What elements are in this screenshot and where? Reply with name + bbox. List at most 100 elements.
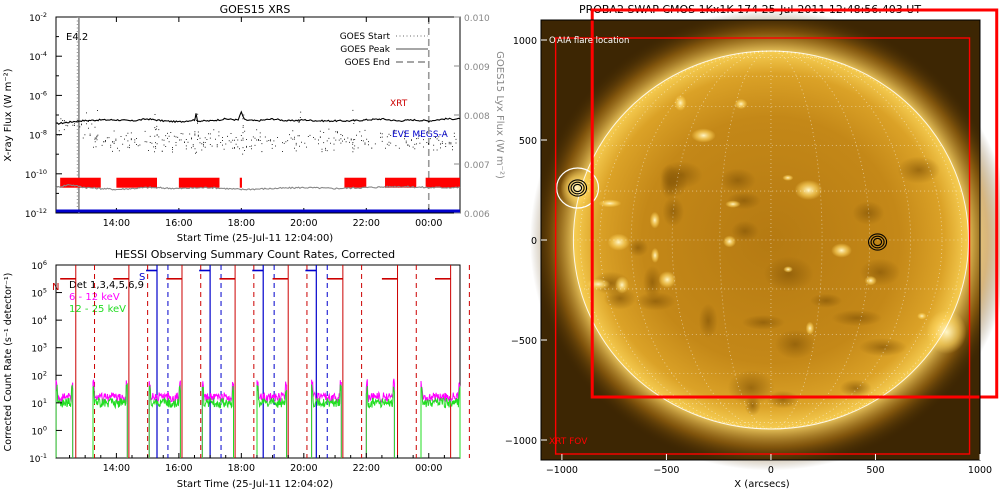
swap-dark-region [766, 390, 800, 409]
hessi-xtick-label: 14:00 [103, 463, 130, 474]
hessi-xlabel: Start Time (25-Jul-11 12:04:02) [177, 479, 334, 490]
swap-xrt-fov-label: XRT FOV [549, 437, 588, 447]
goes-xtick-label: 14:00 [103, 218, 130, 229]
swap-ytick-label: 0 [531, 236, 537, 247]
swap-east-limb-brightening [560, 170, 593, 206]
goes-legend-end: GOES End [345, 58, 390, 68]
swap-dark-region [719, 168, 756, 193]
hessi-xtick-label: 00:00 [415, 463, 442, 474]
swap-dark-region [627, 238, 649, 257]
swap-grid-longitude [719, 50, 771, 430]
goes-title: GOES15 XRS [220, 3, 291, 16]
goes-xtick-label: 20:00 [290, 218, 317, 229]
goes-legend-start: GOES Start [340, 32, 391, 42]
hessi-xtick-label: 18:00 [228, 463, 255, 474]
hessi-ylabel: Corrected Count Rate (s⁻¹ detector⁻¹) [3, 273, 14, 452]
swap-dark-region [897, 156, 941, 184]
swap-bright-region [586, 278, 611, 290]
swap-xtick-label: 1000 [968, 465, 992, 476]
hessi-attenuator-s-label: S [139, 272, 145, 283]
goes-xrt-coverage-bar [344, 177, 367, 188]
swap-ytick-label: −1000 [505, 436, 537, 447]
swap-bright-region [725, 200, 741, 208]
swap-dark-region [852, 201, 885, 226]
swap-xtick-label: −1000 [546, 465, 578, 476]
hessi-ytick-label: 104 [31, 314, 47, 327]
goes-xrt-coverage-bar [385, 177, 417, 188]
swap-bright-region [614, 276, 629, 294]
swap-limb-outline [572, 50, 970, 430]
goes-legend-peak: GOES Peak [340, 45, 390, 55]
swap-hessi-contour [568, 179, 588, 197]
swap-dark-region [642, 265, 662, 299]
swap-aia-flare-marker: O [549, 36, 556, 46]
swap-dark-region [731, 220, 759, 242]
goes-y2label: GOES15 Lyx Flux (W m⁻²) [494, 51, 505, 179]
swap-hessi-contour [873, 237, 883, 247]
swap-dark-region [662, 196, 684, 227]
swap-hessi-contour [868, 233, 888, 251]
goes-xtick-label: 22:00 [353, 218, 380, 229]
goes-xtick-label: 00:00 [415, 218, 442, 229]
goes-series-line [56, 110, 461, 125]
swap-bright-region [805, 321, 815, 335]
goes-ytick-label: 10-4 [29, 50, 47, 63]
swap-fov-box [554, 37, 971, 455]
swap-ytick-label: 1000 [513, 36, 537, 47]
swap-aia-flare-label: AIA flare location [557, 36, 629, 46]
swap-dark-region [858, 338, 907, 357]
hessi-ytick-label: 100 [31, 424, 47, 437]
swap-bright-region [598, 199, 622, 208]
goes-xrt-label: XRT [390, 99, 408, 109]
swap-dark-region [839, 379, 872, 397]
goes-ytick-label: 10-8 [29, 129, 47, 142]
swap-bright-region [864, 275, 877, 286]
goes-flare-class-label: E4.2 [66, 32, 88, 43]
swap-bright-region [782, 174, 794, 181]
swap-ytick-label: 500 [519, 136, 537, 147]
goes-y2tick-label: 0.006 [464, 210, 490, 220]
swap-heliographic-grid [573, 50, 969, 430]
swap-grid-longitude [770, 50, 871, 430]
swap-hessi-contour [573, 183, 583, 193]
goes-xrt-coverage-bar [116, 177, 157, 188]
swap-bright-region [831, 243, 852, 258]
swap-dark-region [744, 395, 761, 416]
goes-y2tick-label: 0.010 [464, 14, 490, 24]
goes-xlabel: Start Time (25-Jul-11 12:04:00) [177, 233, 334, 244]
swap-bright-region [650, 247, 660, 263]
swap-ytick-label: −500 [511, 336, 537, 347]
swap-west-limb-brightening [926, 310, 967, 354]
swap-bright-region [783, 266, 793, 273]
goes-ytick-label: 10-12 [25, 207, 47, 220]
swap-dark-region [763, 256, 814, 292]
goes-ytick-label: 10-10 [25, 168, 47, 181]
hessi-ytick-label: 10-1 [29, 452, 47, 465]
swap-xtick-label: 0 [768, 465, 774, 476]
hessi-xtick-label: 16:00 [165, 463, 192, 474]
swap-dark-region [659, 164, 680, 200]
swap-grid-longitude [770, 50, 823, 430]
swap-dark-region [810, 293, 843, 308]
swap-aia-flare-circle [556, 167, 600, 209]
hessi-legend-12-25kev: 12 - 25 keV [69, 304, 126, 315]
hessi-title: HESSI Observing Summary Count Rates, Cor… [115, 248, 395, 261]
swap-grid-longitude [579, 50, 771, 430]
goes-ytick-label: 10-2 [29, 11, 47, 24]
hessi-series-line [55, 382, 461, 458]
hessi-xtick-label: 20:00 [290, 463, 317, 474]
goes-xtick-label: 18:00 [228, 218, 255, 229]
goes-y2tick-label: 0.008 [464, 112, 490, 122]
hessi-plot-frame [55, 264, 461, 459]
hessi-detector-label: Det 1,3,4,5,6,9 [69, 280, 144, 291]
goes-ylabel: X-ray Flux (W m⁻²) [3, 68, 14, 161]
goes-xrt-coverage-bar [239, 177, 242, 188]
swap-bright-region [723, 235, 737, 248]
goes-y2tick-label: 0.009 [464, 63, 490, 73]
goes-xrt-coverage-bar [60, 177, 101, 188]
goes-y2tick-label: 0.007 [464, 161, 490, 171]
swap-xtick-label: 500 [866, 465, 884, 476]
swap-fov-box [590, 8, 999, 399]
